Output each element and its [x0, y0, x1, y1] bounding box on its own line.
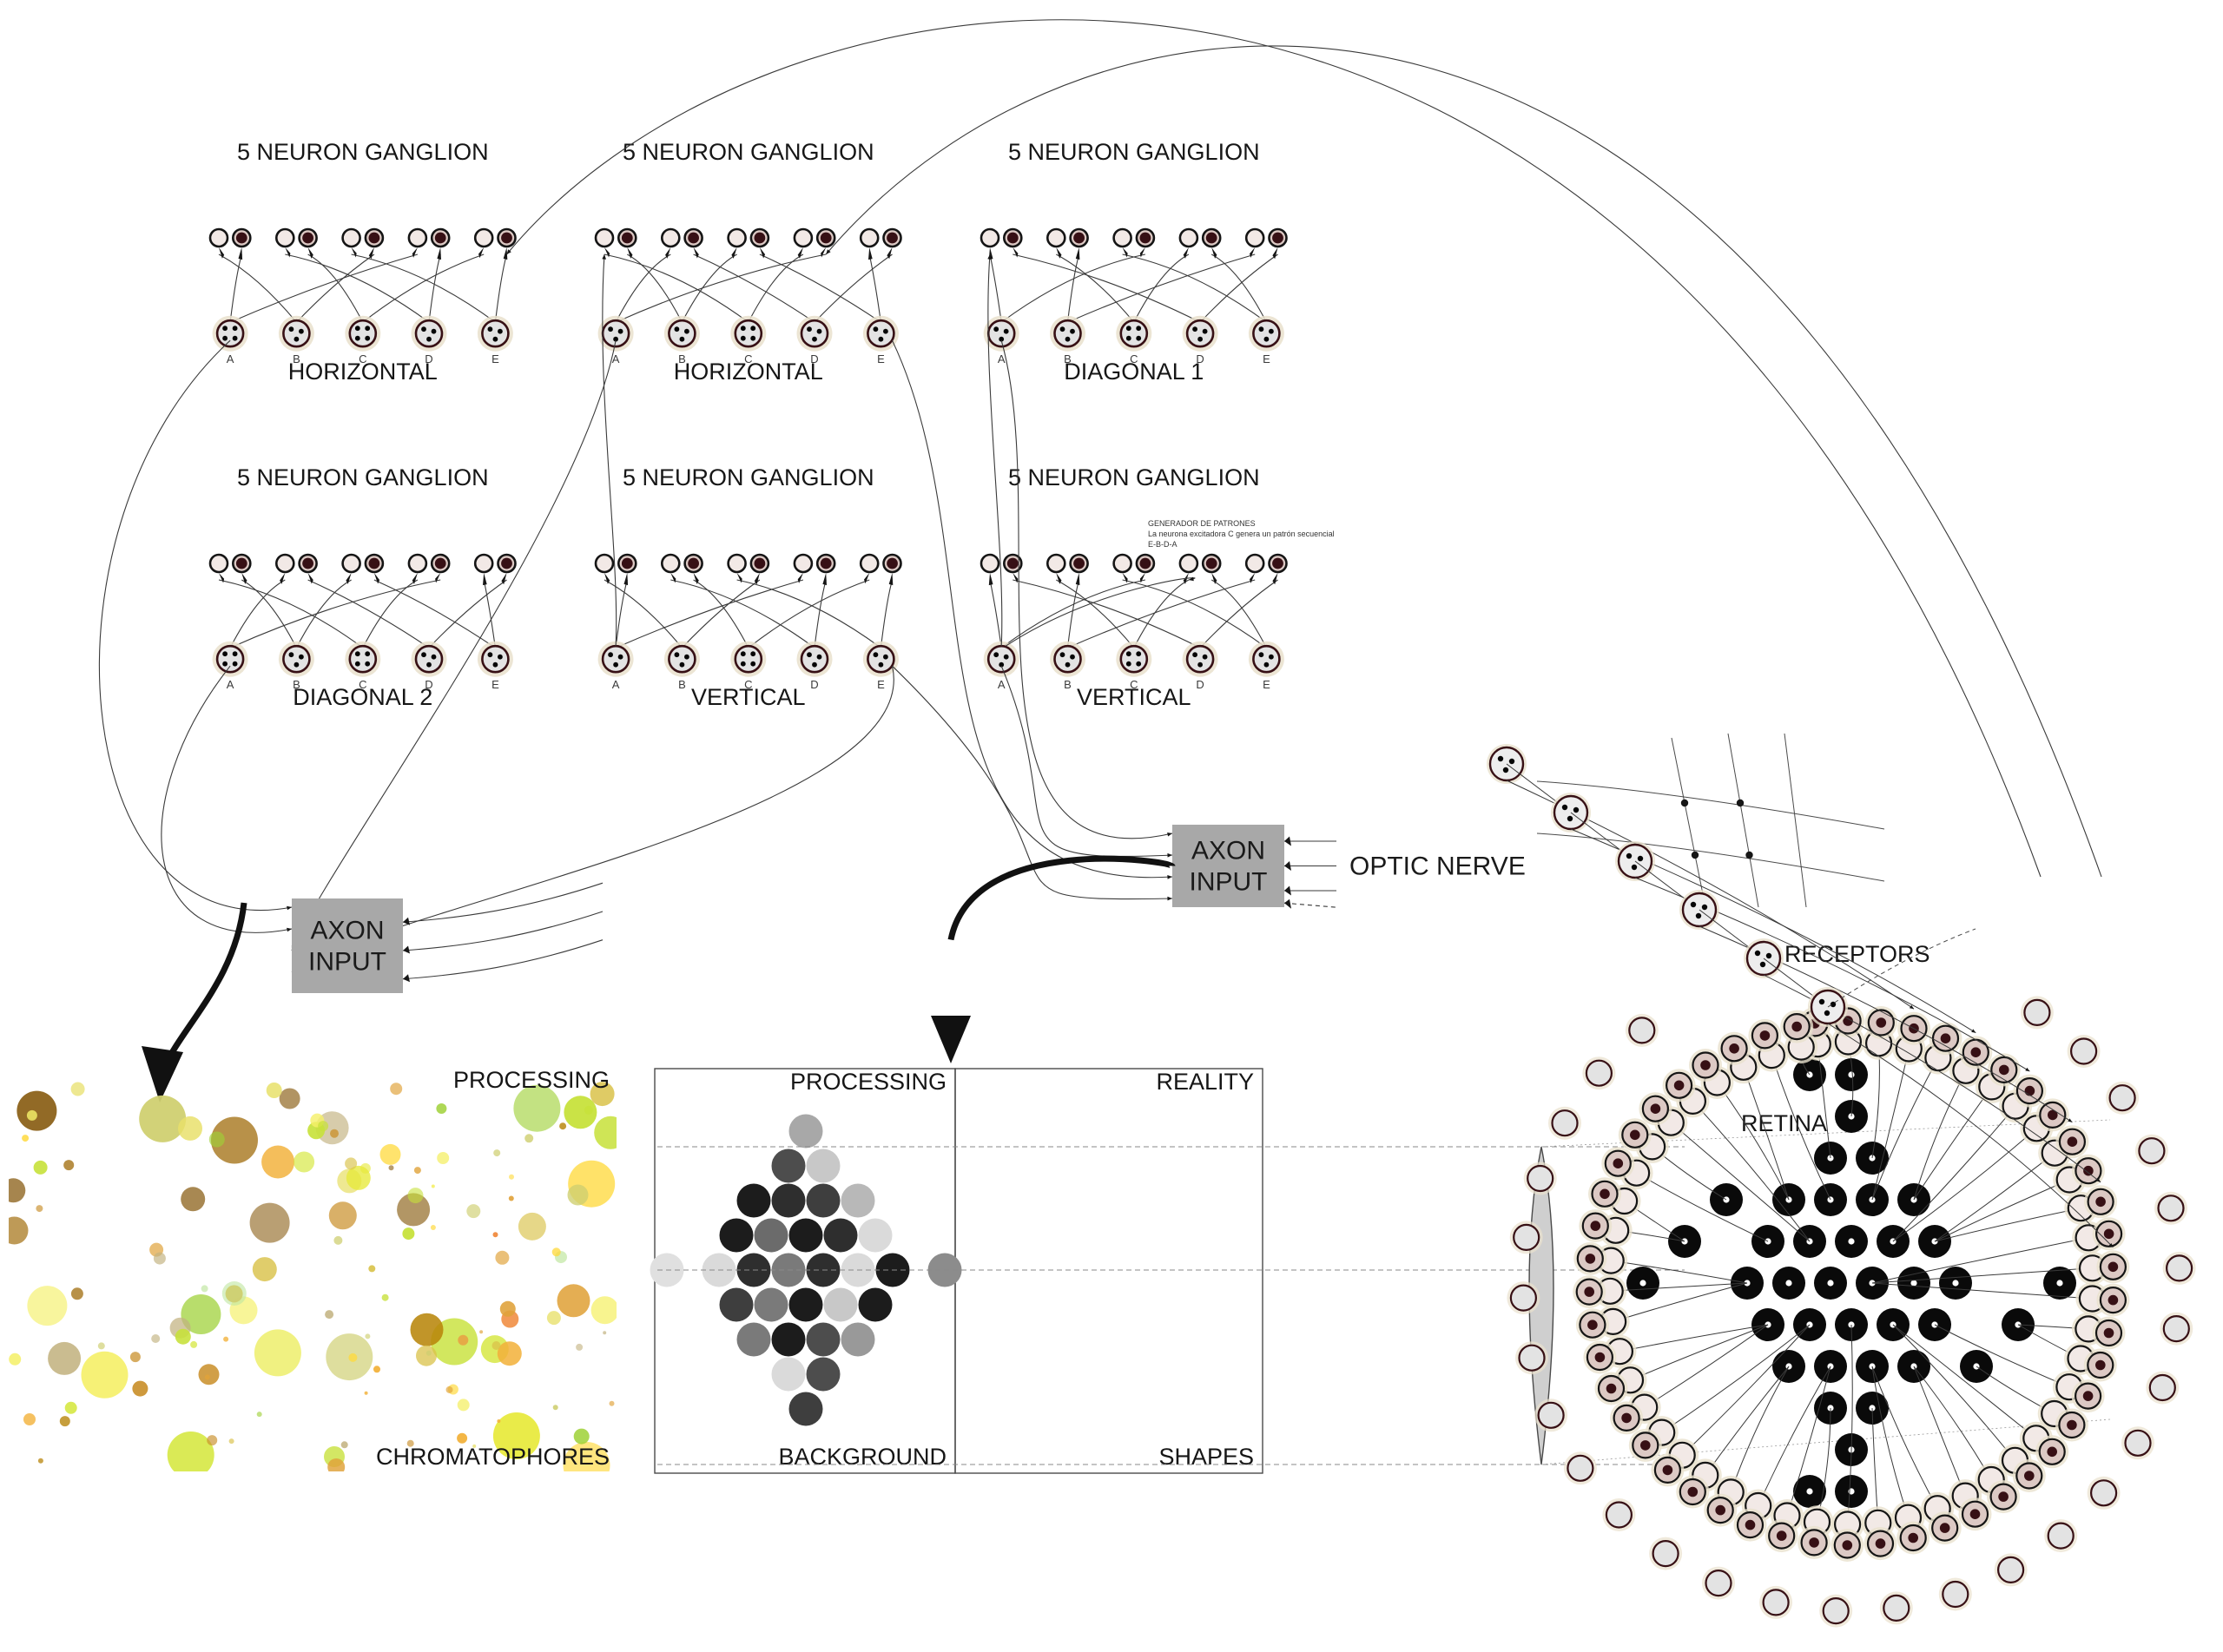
svg-text:OPTIC NERVE: OPTIC NERVE: [1349, 852, 1526, 881]
svg-text:B: B: [1064, 678, 1072, 691]
svg-text:A: A: [998, 678, 1006, 691]
svg-text:B: B: [678, 678, 686, 691]
svg-text:E: E: [491, 352, 499, 365]
svg-text:AXON: AXON: [1191, 837, 1265, 865]
svg-text:E: E: [877, 352, 885, 365]
svg-text:RETINA: RETINA: [1741, 1110, 1827, 1136]
svg-text:E: E: [1263, 678, 1270, 691]
svg-text:HORIZONTAL: HORIZONTAL: [288, 359, 438, 385]
svg-text:A: A: [998, 352, 1006, 365]
svg-text:5 NEURON GANGLION: 5 NEURON GANGLION: [623, 139, 874, 165]
svg-text:A: A: [227, 352, 234, 365]
svg-text:La neurona excitadora C genera: La neurona excitadora C genera un patrón…: [1148, 530, 1335, 538]
svg-text:PROCESSING: PROCESSING: [790, 1069, 947, 1095]
svg-text:5 NEURON GANGLION: 5 NEURON GANGLION: [1008, 464, 1260, 490]
svg-text:D: D: [1196, 678, 1204, 691]
svg-text:E: E: [491, 678, 499, 691]
svg-text:CHROMATOPHORES: CHROMATOPHORES: [376, 1444, 610, 1470]
svg-text:AXON: AXON: [310, 917, 384, 945]
svg-text:BACKGROUND: BACKGROUND: [778, 1444, 947, 1470]
svg-text:A: A: [612, 678, 620, 691]
svg-text:5 NEURON GANGLION: 5 NEURON GANGLION: [237, 464, 489, 490]
svg-text:REALITY: REALITY: [1156, 1069, 1254, 1095]
svg-text:VERTICAL: VERTICAL: [1077, 684, 1191, 710]
svg-text:5 NEURON GANGLION: 5 NEURON GANGLION: [1008, 139, 1260, 165]
svg-text:VERTICAL: VERTICAL: [691, 684, 806, 710]
svg-text:SHAPES: SHAPES: [1158, 1444, 1254, 1470]
svg-text:D: D: [810, 678, 818, 691]
svg-text:E: E: [877, 678, 885, 691]
svg-text:E-B-D-A: E-B-D-A: [1148, 540, 1177, 549]
svg-text:DIAGONAL 2: DIAGONAL 2: [293, 684, 432, 710]
svg-text:DIAGONAL 1: DIAGONAL 1: [1064, 359, 1204, 385]
svg-text:E: E: [1263, 352, 1270, 365]
svg-text:INPUT: INPUT: [1190, 868, 1268, 897]
svg-text:RECEPTORS: RECEPTORS: [1784, 941, 1930, 967]
svg-text:HORIZONTAL: HORIZONTAL: [674, 359, 823, 385]
svg-text:PROCESSING: PROCESSING: [453, 1067, 610, 1093]
svg-text:INPUT: INPUT: [308, 948, 386, 977]
svg-text:5 NEURON GANGLION: 5 NEURON GANGLION: [237, 139, 489, 165]
svg-text:A: A: [227, 678, 234, 691]
svg-text:5 NEURON GANGLION: 5 NEURON GANGLION: [623, 464, 874, 490]
svg-text:GENERADOR DE PATRONES: GENERADOR DE PATRONES: [1148, 519, 1256, 528]
